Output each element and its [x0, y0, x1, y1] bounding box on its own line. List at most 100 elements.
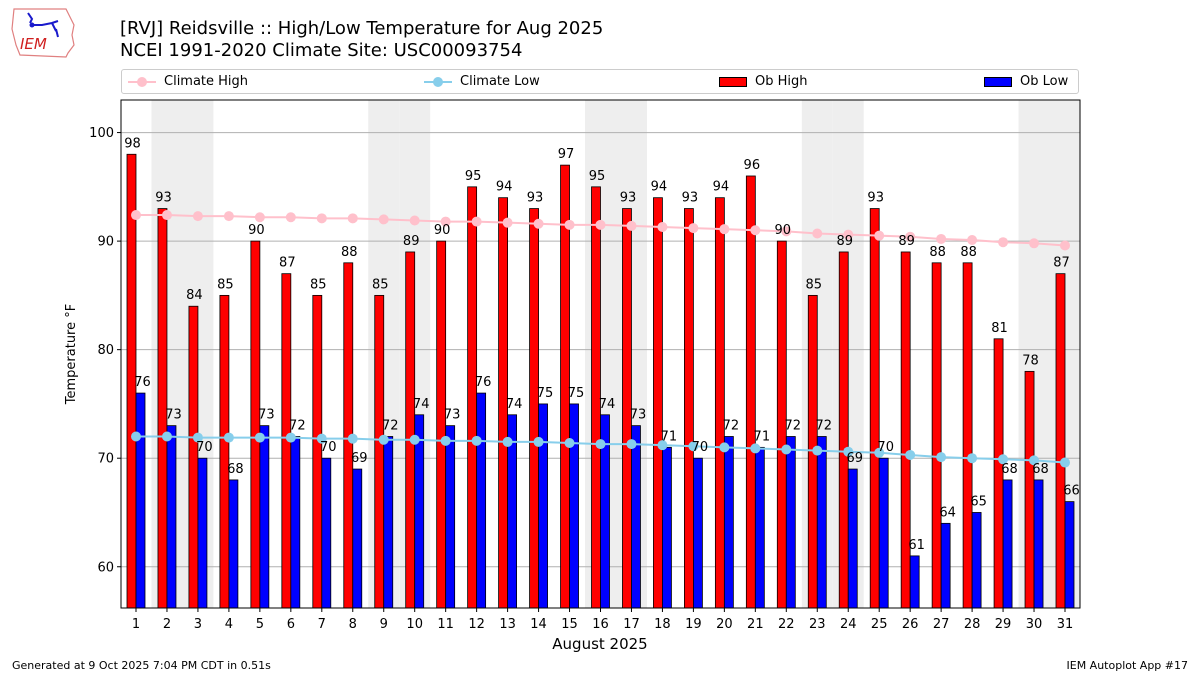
- ob-low-label: 68: [227, 462, 244, 477]
- x-tick-label: 18: [654, 617, 671, 632]
- ob-low-label: 68: [1032, 462, 1049, 477]
- ob-low-bar: [693, 457, 703, 609]
- x-tick-label: 8: [349, 617, 357, 632]
- ob-high-label: 93: [155, 191, 172, 206]
- climate-high-point: [502, 217, 513, 228]
- x-tick-label: 29: [995, 617, 1012, 632]
- x-tick-label: 26: [902, 617, 919, 632]
- climate-low-point: [657, 440, 668, 451]
- ob-high-bar: [714, 197, 725, 609]
- ob-low-bar: [878, 457, 889, 609]
- ob-low-label: 64: [939, 505, 956, 520]
- x-tick-label: 22: [778, 617, 795, 632]
- climate-low-point: [936, 452, 947, 463]
- ob-low-bar: [135, 392, 146, 609]
- ob-high-label: 90: [248, 223, 265, 238]
- ob-low-bar: [321, 457, 332, 609]
- ob-high-label: 88: [960, 245, 977, 260]
- x-tick-label: 12: [468, 617, 485, 632]
- climate-low-point: [223, 432, 234, 443]
- ob-low-label: 73: [630, 408, 647, 423]
- climate-low-point: [471, 435, 482, 446]
- y-tick-label: 70: [97, 452, 114, 467]
- ob-low-bar: [290, 436, 301, 609]
- ob-high-label: 89: [403, 234, 420, 249]
- ob-low-label: 70: [692, 440, 709, 455]
- legend-item-climate-low: Climate Low: [424, 74, 540, 90]
- climate-low-point: [254, 432, 265, 443]
- app-label: IEM Autoplot App #17: [1066, 659, 1189, 672]
- climate-high-point: [595, 219, 606, 230]
- ob-high-label: 89: [898, 234, 915, 249]
- x-tick-label: 25: [871, 617, 888, 632]
- x-tick-label: 13: [499, 617, 516, 632]
- ob-high-label: 94: [651, 180, 668, 195]
- climate-high-point: [254, 212, 265, 223]
- ob-low-label: 72: [723, 418, 740, 433]
- x-tick-label: 10: [406, 617, 423, 632]
- climate-high-point: [874, 230, 885, 241]
- ob-high-label: 87: [279, 256, 296, 271]
- ob-high-label: 95: [589, 169, 606, 184]
- climate-high-point: [688, 223, 699, 234]
- climate-low-point: [874, 447, 885, 458]
- climate-low-point: [626, 439, 637, 450]
- ob-high-bar: [405, 251, 416, 609]
- ob-low-label: 70: [877, 440, 894, 455]
- legend-label: Climate High: [164, 74, 249, 89]
- x-tick-label: 2: [163, 617, 171, 632]
- ob-low-label: 69: [351, 451, 368, 466]
- ob-high-bar: [745, 175, 756, 609]
- ob-low-patch-icon: [984, 77, 1012, 87]
- climate-high-point: [223, 211, 234, 222]
- x-tick-label: 28: [964, 617, 981, 632]
- ob-low-label: 65: [970, 494, 987, 509]
- climate-low-point: [595, 439, 606, 450]
- climate-low-point: [440, 435, 451, 446]
- ob-high-bar: [962, 262, 973, 609]
- climate-high-point: [440, 216, 451, 227]
- ob-low-bar: [259, 425, 270, 609]
- ob-high-bar: [529, 208, 539, 609]
- climate-high-point: [409, 215, 420, 226]
- ob-low-label: 75: [537, 386, 554, 401]
- ob-low-label: 76: [134, 375, 151, 390]
- climate-low-line-icon: [424, 76, 452, 88]
- ob-low-bar: [785, 436, 796, 609]
- climate-high-point: [750, 225, 761, 236]
- ob-high-label: 88: [929, 245, 946, 260]
- ob-high-label: 87: [1053, 256, 1070, 271]
- ob-high-bar: [1024, 370, 1035, 609]
- ob-high-label: 89: [836, 234, 853, 249]
- ob-low-bar: [662, 446, 672, 609]
- climate-high-point: [347, 213, 358, 224]
- ob-low-label: 73: [258, 408, 275, 423]
- ob-high-bar: [467, 186, 478, 609]
- ob-low-label: 72: [785, 418, 802, 433]
- climate-low-point: [719, 442, 730, 453]
- ob-low-label: 75: [568, 386, 585, 401]
- ob-low-label: 70: [320, 440, 337, 455]
- ob-high-bar: [250, 240, 261, 609]
- ob-low-label: 73: [444, 408, 461, 423]
- climate-high-point: [1060, 240, 1070, 251]
- ob-high-bar: [653, 197, 663, 609]
- climate-low-point: [161, 431, 172, 442]
- climate-low-point: [316, 433, 327, 444]
- ob-high-label: 81: [991, 321, 1008, 336]
- ob-low-label: 70: [196, 440, 213, 455]
- ob-high-bar: [374, 294, 385, 609]
- climate-high-point: [378, 214, 389, 225]
- climate-low-point: [378, 434, 389, 445]
- x-tick-label: 15: [561, 617, 578, 632]
- ob-low-label: 74: [413, 397, 430, 412]
- x-tick-label: 14: [530, 617, 547, 632]
- x-tick-label: 20: [716, 617, 733, 632]
- climate-high-point: [657, 222, 668, 232]
- iem-logo: IEM: [11, 8, 75, 58]
- climate-high-point: [131, 210, 141, 221]
- ob-high-bar: [219, 294, 230, 609]
- climate-low-point: [1029, 455, 1040, 466]
- climate-low-point: [1060, 457, 1070, 468]
- x-tick-label: 3: [194, 617, 202, 632]
